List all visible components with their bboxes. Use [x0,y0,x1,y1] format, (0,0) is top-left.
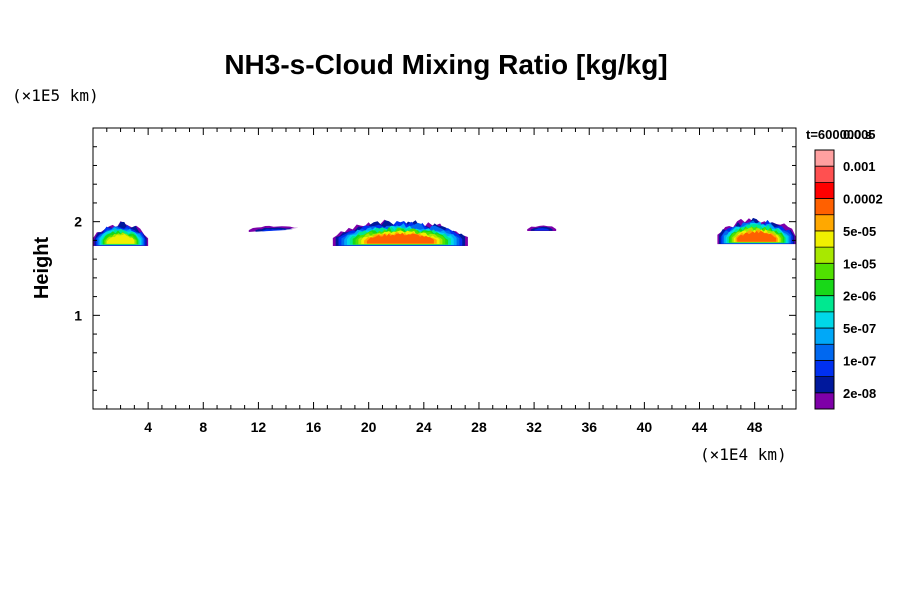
colorbar-label: 0.0002 [843,192,883,207]
cloud-4-level-12 [737,230,777,242]
colorbar-label: 1e-05 [843,256,876,271]
colorbar-label: 2e-08 [843,386,876,401]
colorbar-swatch [815,230,834,248]
colorbar-label: 5e-05 [843,224,876,239]
x-tick-label: 36 [581,419,597,435]
colorbar-frame [814,149,835,410]
x-unit-label: (×1E4 km) [700,445,787,464]
x-tick-label: 8 [199,419,207,435]
colorbar-swatch [815,311,834,329]
colorbar-swatch [815,166,834,183]
colorbar-label: 5e-07 [843,321,876,336]
colorbar-label: 2e-06 [843,289,876,304]
colorbar-label: 0.001 [843,159,876,174]
colorbar: 2e-08 1e-07 5e-07 2e-06 1e-05 5e-05 0.0002 0.00… [814,127,883,410]
colorbar-swatch [815,295,834,313]
x-tick-label: 40 [637,419,653,435]
x-tick-label: 28 [471,419,487,435]
x-tick-label: 16 [306,419,322,435]
colorbar-swatch [815,328,834,345]
cloud-field [93,217,796,247]
x-tick-label: 20 [361,419,377,435]
colorbar-swatch [815,263,834,280]
colorbar-swatch [815,392,834,410]
plot-frame [92,127,797,410]
colorbar-swatch [815,247,834,264]
x-tick-label: 32 [526,419,542,435]
colorbar-swatch [815,214,834,232]
x-tick-label: 24 [416,419,432,435]
colorbar-label: 1e-07 [843,353,876,368]
colorbar-swatch [815,198,834,216]
colorbar-swatch [815,279,834,297]
colorbar-swatch [815,376,834,394]
colorbar-label: 0.005 [843,127,876,142]
chart-title: NH3-s-Cloud Mixing Ratio [kg/kg] [224,49,667,80]
y-axis-label: Height [31,237,53,300]
colorbar-swatch [815,150,834,167]
colorbar-swatch [815,344,834,361]
cloud-3-level-2 [534,228,549,231]
colorbar-swatch [815,182,834,199]
y-tick-label: 1 [74,307,82,323]
x-tick-label: 4 [144,419,152,435]
x-tick-label: 44 [692,419,708,435]
cloud-1-level-2 [262,229,287,232]
cloud-2-level-12 [366,232,434,244]
time-label: t=600000 s [806,127,872,142]
y-unit-label: (×1E5 km) [12,86,99,105]
colorbar-swatch [815,360,834,378]
x-tick-label: 12 [251,419,267,435]
y-tick-label: 2 [74,214,82,230]
cloud-0-level-10 [106,234,135,244]
plot-layer [93,217,796,247]
x-tick-label: 48 [747,419,763,435]
